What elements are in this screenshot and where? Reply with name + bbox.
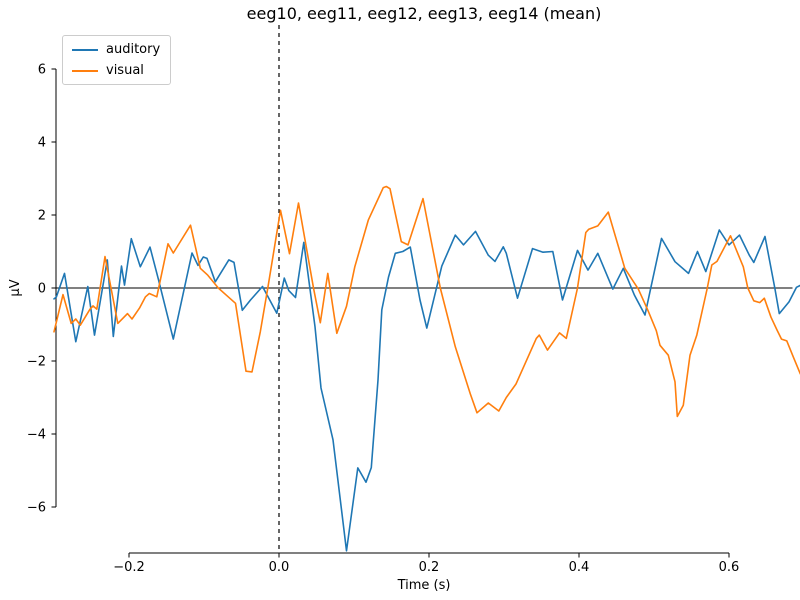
x-tick-label: 0.0 xyxy=(269,560,290,575)
x-tick-label: 0.4 xyxy=(569,560,590,575)
visual-line-swatch xyxy=(72,69,98,72)
legend-item-auditory: auditory xyxy=(72,43,160,56)
x-tick-label: 0.2 xyxy=(419,560,440,575)
chart-title: eeg10, eeg11, eeg12, eeg13, eeg14 (mean) xyxy=(247,4,602,23)
y-axis-label: µV xyxy=(8,279,23,296)
y-tick-label: −6 xyxy=(27,501,46,516)
legend: auditory visual xyxy=(62,35,172,85)
y-tick-label: −4 xyxy=(27,428,46,443)
y-tick-label: 2 xyxy=(38,209,46,224)
y-tick-label: 6 xyxy=(38,63,46,78)
auditory-line-swatch xyxy=(72,48,98,51)
x-tick-label: 0.6 xyxy=(719,560,740,575)
auditory-trace xyxy=(53,229,800,552)
plot-generated-layer: −0.2 0.0 0.2 0.4 0.6 6 4 2 0 −2 −4 −6 xyxy=(27,25,800,575)
y-tick-label: −2 xyxy=(27,355,46,370)
x-tick-label: −0.2 xyxy=(113,560,145,575)
x-axis-label: Time (s) xyxy=(397,578,451,593)
legend-label-auditory: auditory xyxy=(106,42,161,57)
legend-label-visual: visual xyxy=(106,63,144,78)
y-tick-label: 0 xyxy=(38,282,46,297)
y-tick-label: 4 xyxy=(38,136,46,151)
legend-item-visual: visual xyxy=(72,64,160,77)
visual-trace xyxy=(53,185,800,418)
